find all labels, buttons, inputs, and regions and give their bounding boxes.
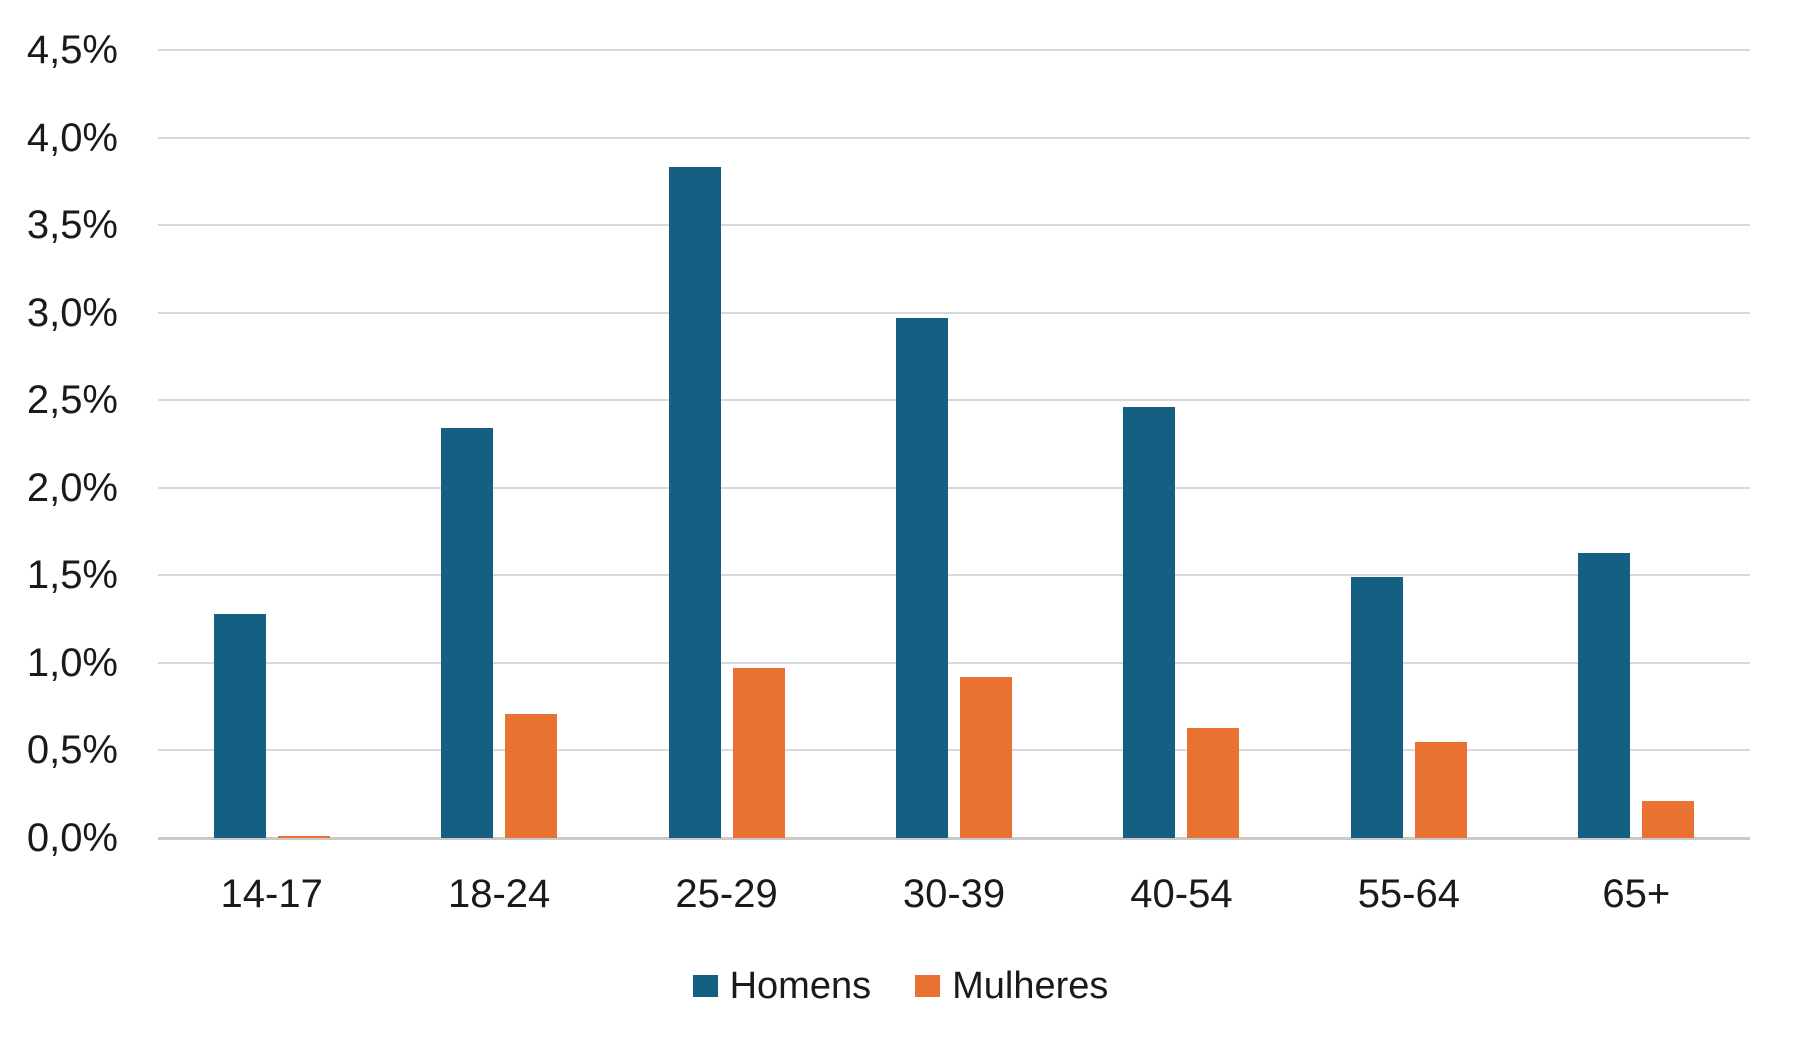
x-tick-label-25-29: 25-29 xyxy=(675,872,778,916)
legend-label-homens: Homens xyxy=(729,965,872,1007)
bar-mulheres-65+ xyxy=(1642,801,1695,838)
bar-homens-14-17 xyxy=(213,613,266,838)
gridline xyxy=(158,486,1750,489)
gridline xyxy=(158,749,1750,752)
bar-mulheres-25-29 xyxy=(732,668,785,838)
x-axis-line xyxy=(158,837,1750,840)
bar-mulheres-55-64 xyxy=(1414,741,1467,838)
bar-mulheres-18-24 xyxy=(505,713,558,838)
bar-mulheres-30-39 xyxy=(960,676,1012,838)
legend-swatch-homens xyxy=(692,975,718,997)
y-tick-label: 4,5% xyxy=(26,28,118,72)
y-tick-label: 3,0% xyxy=(26,290,118,335)
x-tick-label-18-24: 18-24 xyxy=(447,872,551,916)
y-tick-label: 2,0% xyxy=(26,465,118,510)
y-tick-label: 0,0% xyxy=(26,816,118,860)
y-tick-label: 0,5% xyxy=(26,728,118,773)
bar-homens-55-64 xyxy=(1350,577,1403,838)
x-tick-label-65+: 65+ xyxy=(1602,872,1671,916)
legend-swatch-mulheres xyxy=(915,975,941,997)
bar-homens-25-29 xyxy=(668,167,721,838)
gridline xyxy=(158,49,1750,51)
y-tick-label: 2,5% xyxy=(26,378,118,423)
y-tick-label: 1,5% xyxy=(26,553,118,598)
bar-homens-18-24 xyxy=(441,428,494,838)
y-tick-label: 1,0% xyxy=(26,640,118,685)
x-tick-label-40-54: 40-54 xyxy=(1130,872,1233,916)
bar-homens-65+ xyxy=(1578,552,1631,838)
bar-mulheres-14-17 xyxy=(277,836,330,838)
legend-item-homens: Homens xyxy=(692,964,872,1008)
y-tick-label: 4,0% xyxy=(26,115,118,160)
gridline xyxy=(158,311,1750,314)
bar-homens-30-39 xyxy=(896,317,948,838)
x-tick-label-55-64: 55-64 xyxy=(1357,872,1460,916)
bar-mulheres-40-54 xyxy=(1187,727,1240,838)
x-tick-label-30-39: 30-39 xyxy=(902,872,1006,916)
x-tick-label-14-17: 14-17 xyxy=(220,872,323,916)
gridline xyxy=(158,136,1750,139)
bar-homens-40-54 xyxy=(1123,407,1176,838)
gridline xyxy=(158,224,1750,227)
y-tick-label: 3,5% xyxy=(26,203,118,248)
gridline xyxy=(158,399,1750,402)
gridline xyxy=(158,661,1750,664)
gridline xyxy=(158,574,1750,577)
legend-item-mulheres: Mulheres xyxy=(915,964,1108,1008)
legend: Homens Mulheres xyxy=(0,964,1801,1008)
legend-label-mulheres: Mulheres xyxy=(952,965,1109,1007)
